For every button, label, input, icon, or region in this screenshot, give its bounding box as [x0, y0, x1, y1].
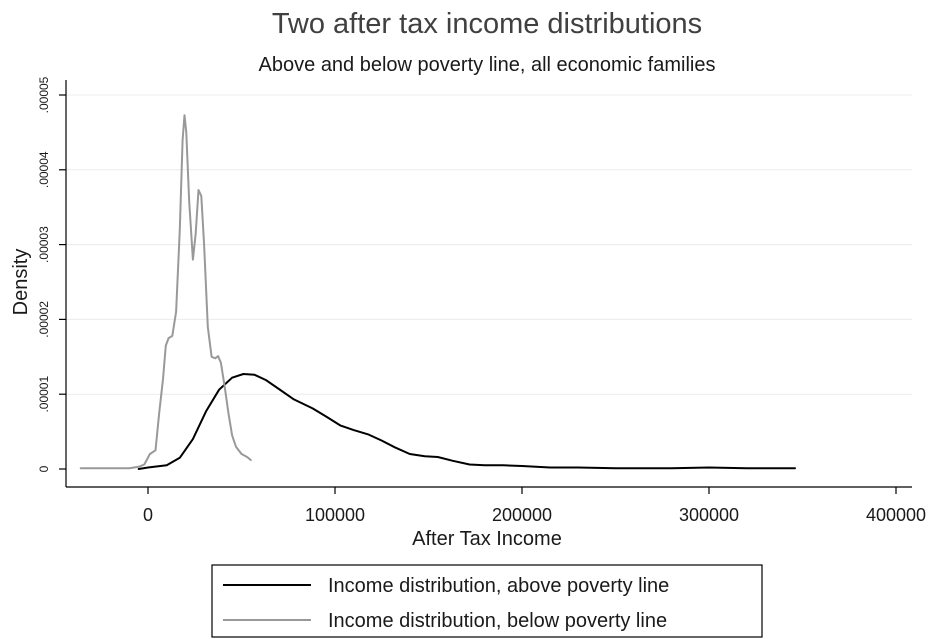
y-tick-label-2: .00002: [37, 301, 51, 338]
series-line-1: [79, 114, 252, 470]
y-tick-label-0: 0: [37, 465, 51, 472]
x-tick-label-0: 0: [143, 505, 153, 525]
series-layer: [79, 114, 796, 470]
x-tick-label-4: 400000: [866, 505, 926, 525]
y-ticks: 0 .00001 .00002 .00003 .00004 .00005: [37, 76, 66, 472]
legend-label-above: Income distribution, above poverty line: [328, 575, 669, 597]
chart-subtitle: Above and below poverty line, all econom…: [259, 54, 716, 76]
x-tick-label-2: 200000: [492, 505, 552, 525]
x-ticks: 0 100000 200000 300000 400000: [143, 487, 926, 525]
legend: Income distribution, above poverty line …: [211, 564, 763, 638]
chart-title: Two after tax income distributions: [272, 8, 702, 40]
series-line-0: [137, 373, 796, 470]
y-axis-label: Density: [10, 249, 32, 316]
y-tick-label-4: .00004: [37, 151, 51, 188]
x-axis-label: After Tax Income: [412, 528, 562, 550]
legend-box: [211, 564, 763, 638]
y-tick-label-1: .00001: [37, 376, 51, 413]
x-tick-label-3: 300000: [679, 505, 739, 525]
y-tick-label-5: .00005: [37, 76, 51, 113]
legend-label-below: Income distribution, below poverty line: [328, 610, 667, 632]
y-tick-label-3: .00003: [37, 226, 51, 263]
x-tick-label-1: 100000: [305, 505, 365, 525]
